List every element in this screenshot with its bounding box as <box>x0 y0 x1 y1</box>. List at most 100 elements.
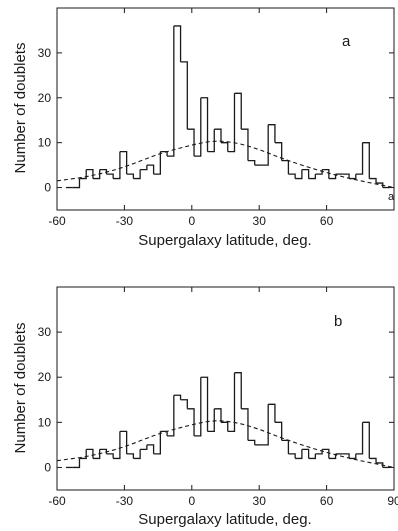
histogram-bin <box>194 377 202 437</box>
stray-label-a: a <box>388 191 395 203</box>
y-tick-label: 20 <box>38 370 52 384</box>
histogram-bin <box>140 444 148 451</box>
histogram-b <box>65 372 390 469</box>
histogram-bin <box>295 169 303 180</box>
histogram-bin <box>214 128 222 143</box>
fit-curve-a <box>56 140 395 189</box>
x-tick-label: 30 <box>253 494 267 508</box>
panel-label-b: b <box>334 313 342 330</box>
y-axis-title-a: Number of doublets <box>12 43 29 174</box>
histogram-bin <box>268 403 276 423</box>
histogram-bin <box>342 453 350 459</box>
histogram-bin <box>72 458 81 469</box>
histogram-bin <box>227 372 236 433</box>
histogram-a <box>65 25 390 189</box>
histogram-bin <box>308 453 317 460</box>
histogram-bin <box>153 151 161 175</box>
histogram-bin <box>86 168 94 179</box>
histogram-bin <box>376 462 384 468</box>
histogram-bin <box>153 431 161 455</box>
panel-b: -60 -30 0 30 60 90 0 10 20 30 b Supergalaxy lati… <box>12 286 398 528</box>
histogram-bin <box>328 174 337 180</box>
histogram-bin <box>173 394 182 400</box>
histogram-bin <box>369 457 377 463</box>
histogram-bin <box>167 25 175 157</box>
histogram-bin <box>234 92 242 130</box>
histogram-bin <box>322 448 330 459</box>
histogram-bin <box>261 404 269 446</box>
histogram-bin <box>106 453 114 459</box>
histogram-bin <box>355 422 364 455</box>
histogram-bin <box>376 182 384 188</box>
histogram-bin <box>315 169 323 175</box>
histogram-bin <box>362 421 370 459</box>
histogram-bin <box>126 173 135 179</box>
y-axis-a: 0 10 20 30 <box>38 46 394 195</box>
x-tick-label: -30 <box>116 494 134 508</box>
histogram-bin <box>187 408 195 436</box>
y-tick-label: 30 <box>38 46 52 60</box>
y-tick-label: 20 <box>38 91 52 105</box>
x-tick-label: 60 <box>320 214 334 228</box>
histogram-bin <box>207 129 215 153</box>
x-axis-title-b: Supergalaxy latitude, deg. <box>138 511 311 528</box>
y-tick-label: 10 <box>38 415 52 429</box>
y-axis-b: 0 10 20 30 <box>38 325 394 474</box>
histogram-bin <box>308 174 317 180</box>
histogram-bin <box>281 439 290 454</box>
histogram-bin <box>86 448 94 459</box>
x-tick-label: -30 <box>116 214 134 228</box>
histogram-bin <box>207 408 215 433</box>
histogram-bin <box>180 399 188 409</box>
histogram-bin <box>234 372 242 409</box>
histogram-bin <box>173 25 182 62</box>
histogram-bin <box>261 124 269 166</box>
histogram-bin <box>342 173 350 179</box>
histogram-bin <box>140 165 148 171</box>
x-axis-title-a: Supergalaxy latitude, deg. <box>138 232 311 249</box>
x-tick-label: -60 <box>48 494 66 508</box>
histogram-bin <box>349 453 357 460</box>
histogram-bin <box>119 430 128 454</box>
histogram-bin <box>268 124 276 143</box>
x-axis-b: -60 -30 0 30 60 90 <box>48 287 398 508</box>
histogram-bin <box>288 453 296 459</box>
y-tick-label: 30 <box>38 325 52 339</box>
x-tick-label: 30 <box>253 214 267 228</box>
histogram-bin <box>113 151 121 180</box>
histogram-bin <box>133 449 141 460</box>
histogram-bin <box>322 168 330 179</box>
histogram-bin <box>167 395 175 437</box>
histogram-bin <box>315 449 323 455</box>
histogram-bin <box>79 169 87 180</box>
histogram-bin <box>200 97 209 152</box>
histogram-bin <box>349 174 357 180</box>
histogram-bin <box>301 448 310 459</box>
histogram-bin <box>328 453 337 460</box>
histogram-bin <box>92 169 101 180</box>
fit-curve-b <box>56 420 395 468</box>
y-tick-label: 10 <box>38 136 52 150</box>
histogram-bin <box>274 142 283 161</box>
x-tick-label: -60 <box>48 214 66 228</box>
histogram-bin <box>106 173 114 179</box>
histogram-bin <box>79 449 87 460</box>
histogram-bin <box>288 173 296 179</box>
histogram-bin <box>214 408 222 423</box>
panel-label-a: a <box>342 33 351 50</box>
histogram-bin <box>355 142 364 175</box>
histogram-bin <box>241 408 249 441</box>
histogram-bin <box>180 61 188 130</box>
histogram-bin <box>369 177 377 184</box>
y-axis-title-b: Number of doublets <box>12 323 29 454</box>
x-axis-a: -60 -30 0 30 60 <box>48 8 334 228</box>
plot-frame-b <box>56 286 395 491</box>
y-tick-label: 0 <box>44 181 51 195</box>
histogram-bin <box>241 128 249 161</box>
histogram-bin <box>247 159 256 166</box>
histogram-bin <box>247 439 256 445</box>
x-tick-label: 0 <box>188 494 195 508</box>
y-tick-label: 0 <box>44 460 51 474</box>
histogram-bin <box>362 142 370 179</box>
